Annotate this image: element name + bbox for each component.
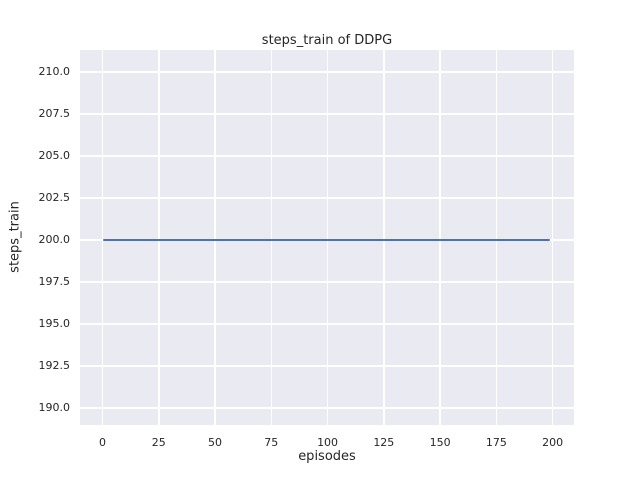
x-tick-label: 50: [208, 436, 223, 449]
y-tick-label: 197.5: [38, 275, 71, 289]
x-tick-label: 175: [485, 436, 507, 449]
gridline-x: [439, 50, 441, 425]
gridline-x: [158, 50, 160, 425]
y-tick-label: 202.5: [38, 190, 71, 204]
y-tick-label: 210.0: [38, 64, 71, 78]
y-tick-label: 207.5: [38, 106, 71, 120]
x-tick-label: 200: [542, 436, 564, 449]
plot-area: [80, 50, 574, 425]
gridline-x: [383, 50, 385, 425]
gridline-x: [270, 50, 273, 425]
gridline-x: [101, 50, 104, 425]
gridline-x: [495, 50, 498, 425]
gridline-x: [326, 50, 329, 425]
y-tick-label: 205.0: [38, 148, 71, 162]
x-tick-label: 0: [99, 436, 106, 449]
y-tick-label: 192.5: [38, 359, 71, 373]
gridline-x: [214, 50, 216, 425]
x-tick-label: 75: [264, 436, 279, 449]
y-tick-label: 190.0: [38, 401, 71, 415]
x-tick-label: 100: [317, 436, 339, 449]
x-tick-label: 125: [373, 436, 395, 449]
y-tick-label: 195.0: [38, 317, 71, 331]
chart-title: steps_train of DDPG: [261, 33, 393, 48]
y-tick-label: 200.0: [38, 233, 71, 247]
data-line: [102, 238, 551, 242]
gridline-x: [551, 50, 554, 425]
x-tick-label: 25: [151, 436, 166, 449]
x-tick-label: 150: [429, 436, 451, 449]
x-axis-label: episodes: [298, 449, 356, 464]
